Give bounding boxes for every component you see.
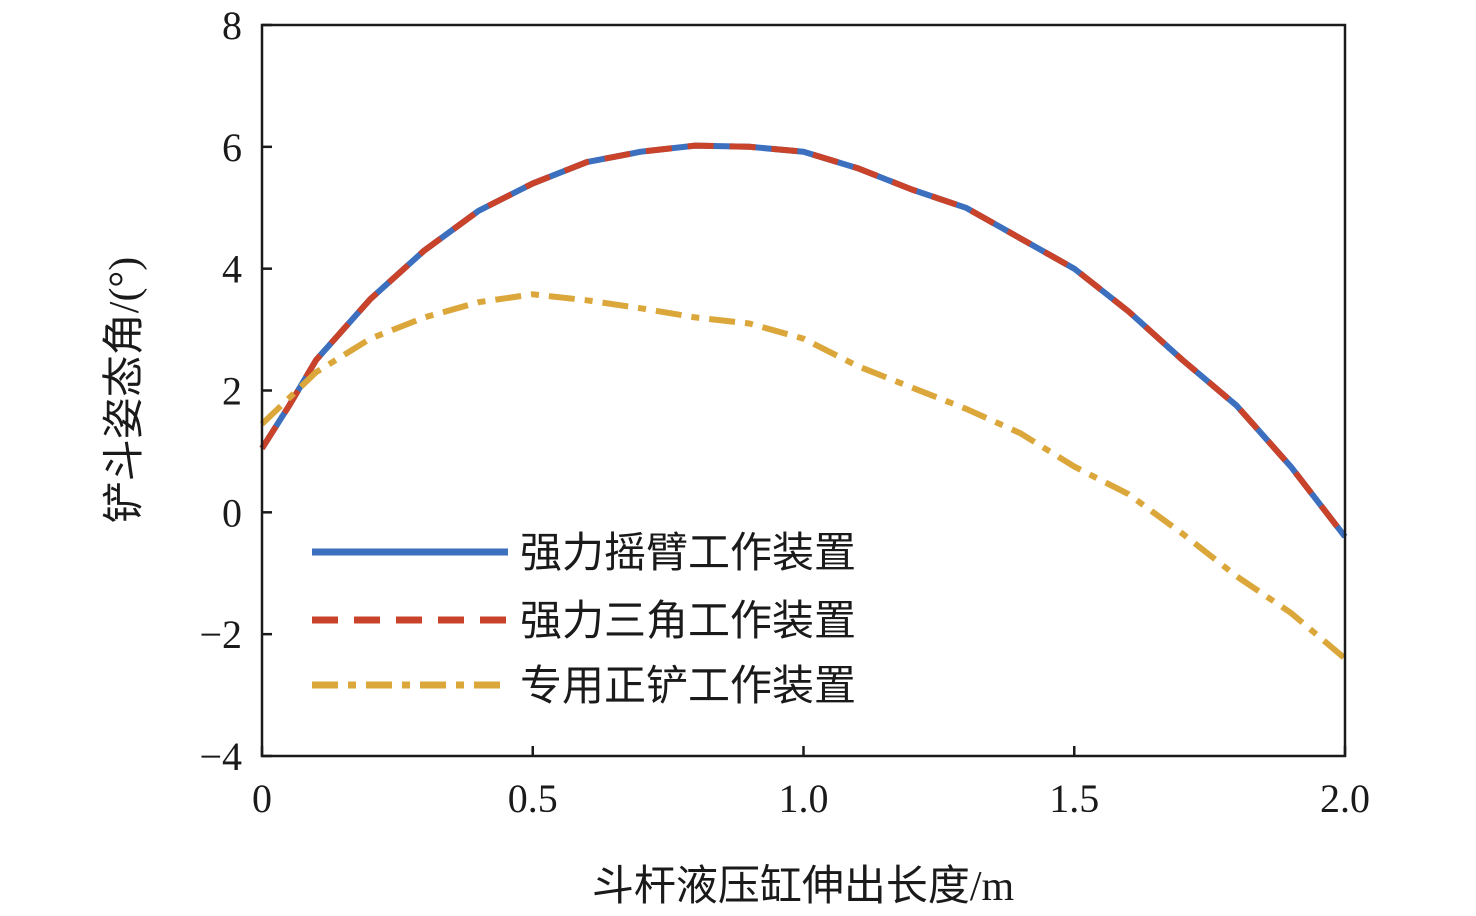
y-tick-label: 8 [222,3,242,48]
legend-label-strong-triangle: 强力三角工作装置 [520,599,856,645]
y-tick-label: −4 [199,734,242,779]
x-tick-label: 0.5 [508,776,558,821]
series-line-1 [259,142,1348,539]
legend-label-dedicated-shovel: 专用正铲工作装置 [520,664,856,710]
x-tick-label: 1.0 [779,776,829,821]
y-tick-label: 6 [222,125,242,170]
x-axis-title: 斗杆液压缸伸出长度/m [592,863,1015,910]
ticks-layer: 0 0.5 1.0 1.5 2.0 −4 −2 0 2 4 6 8 [199,3,1370,821]
x-tick-label: 0 [252,776,272,821]
y-tick-label: 4 [222,247,242,292]
series-layer [259,142,1348,661]
x-tick-label: 2.0 [1320,776,1370,821]
plot-frame [260,23,1347,758]
y-tick-label: 2 [222,369,242,414]
series-line-2 [259,291,1347,661]
y-tick-label: 0 [222,490,242,535]
legend-label-strong-rocker: 强力摇臂工作装置 [520,531,856,577]
legend: 强力摇臂工作装置 强力三角工作装置 专用正铲工作装置 [312,531,856,710]
y-tick-label: −2 [199,612,242,657]
y-axis-title: 铲斗姿态角/(°) [102,257,148,523]
x-tick-label: 1.5 [1049,776,1099,821]
